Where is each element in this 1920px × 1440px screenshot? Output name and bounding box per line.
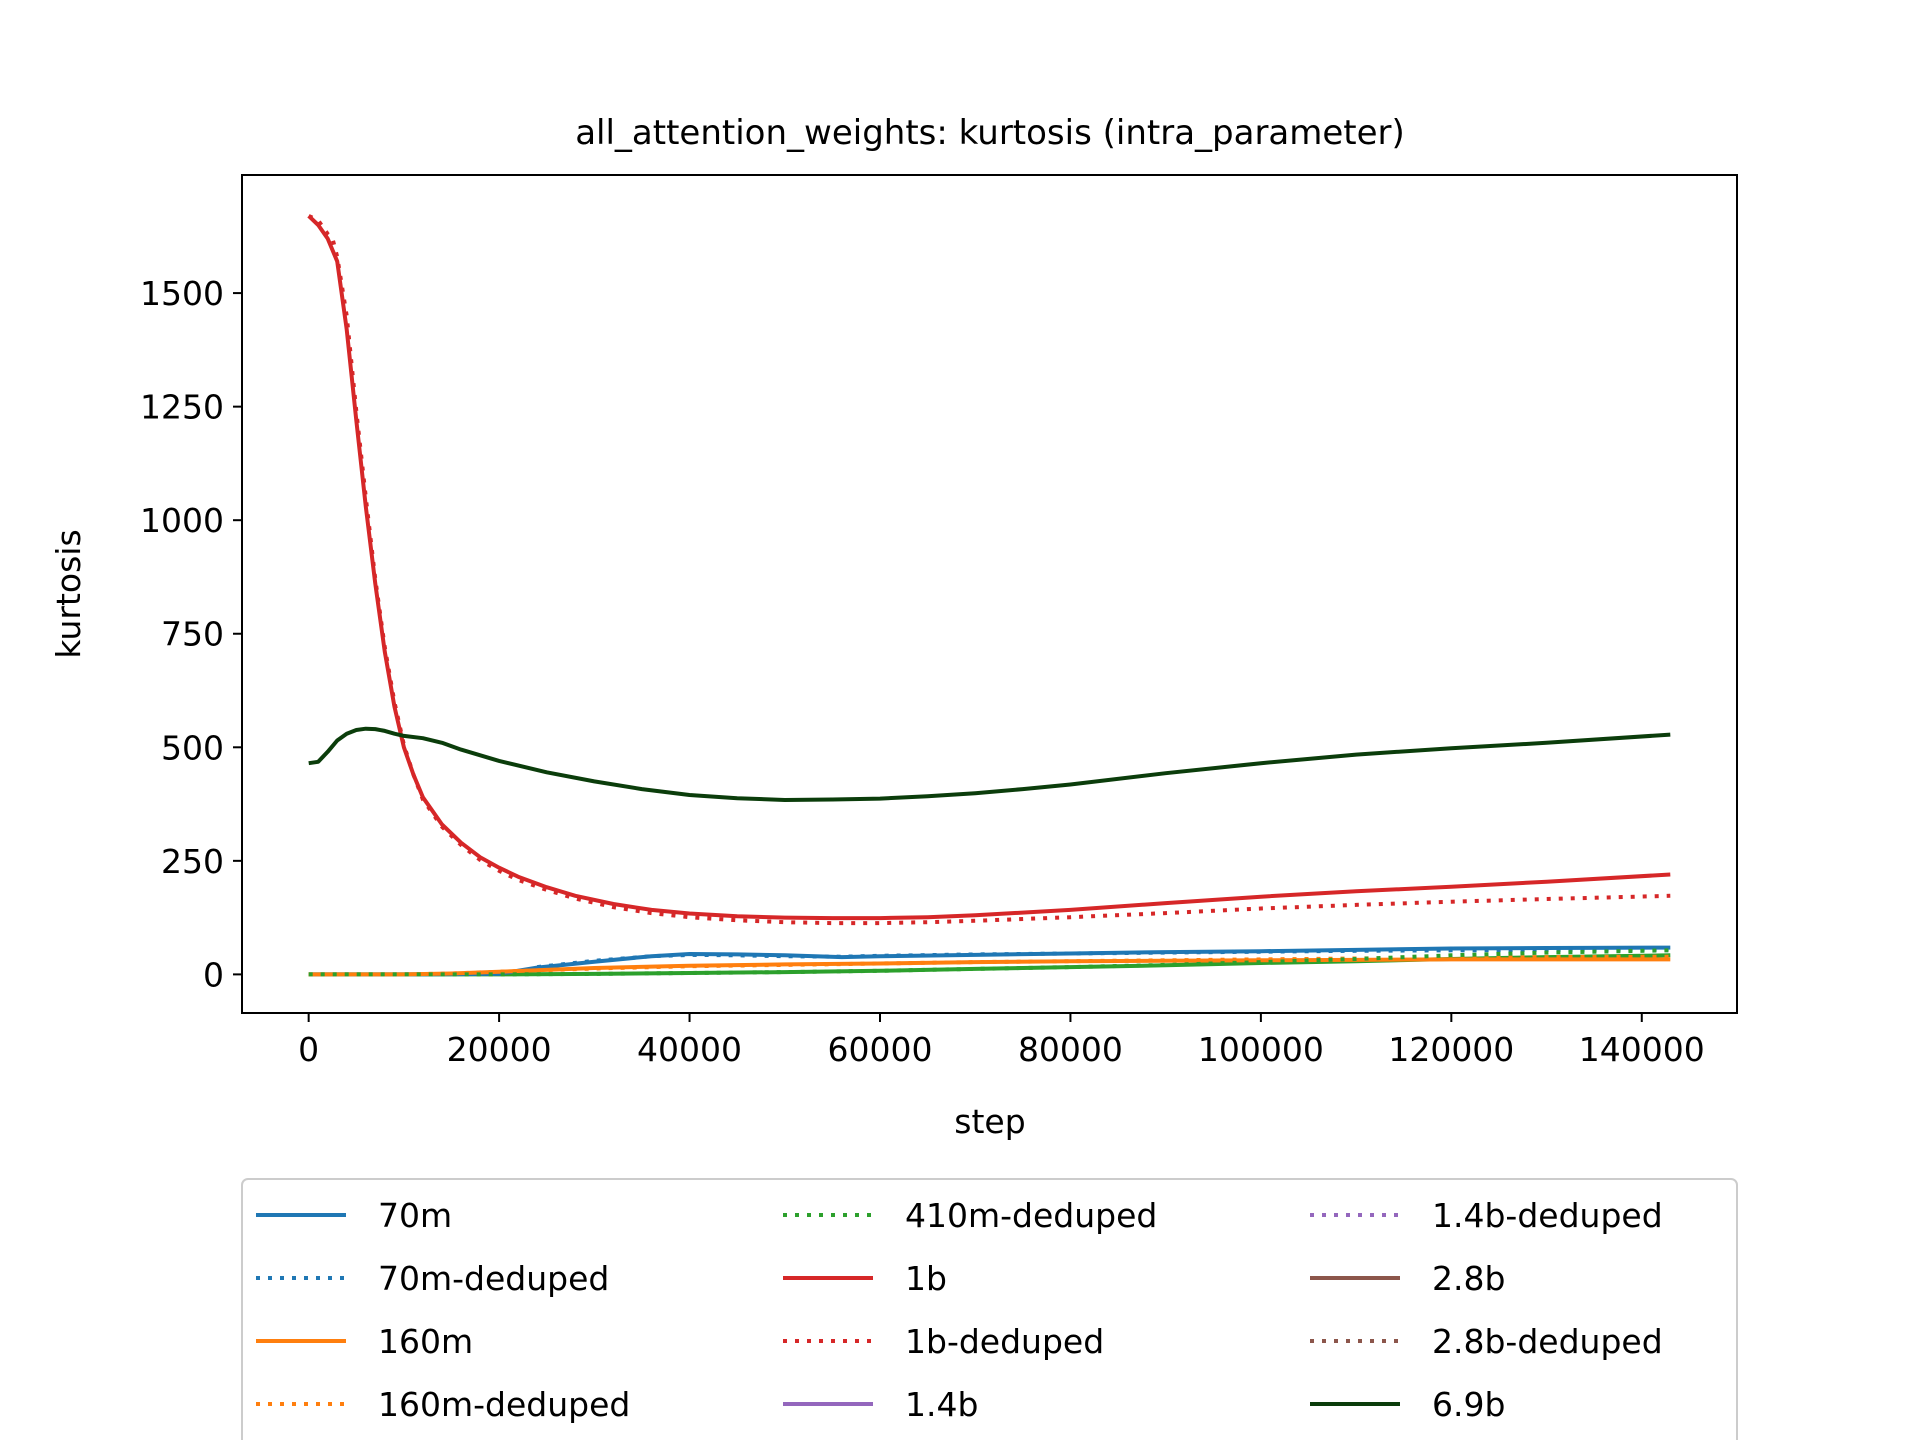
x-tick-label: 140000 [1579,1030,1705,1069]
y-tick-label: 250 [161,842,224,881]
legend-label: 1.4b [905,1385,978,1424]
y-tick-label: 1000 [140,501,224,540]
y-tick-label: 1500 [140,274,224,313]
y-tick-label: 750 [161,615,224,654]
series-line-70m-deduped [536,947,1671,970]
y-axis-label: kurtosis [49,529,88,658]
legend-label: 1b [905,1259,947,1298]
y-tick-label: 0 [203,955,224,994]
plot-frame [241,174,1738,1014]
x-tick-label: 80000 [1018,1030,1123,1069]
legend-label: 2.8b-deduped [1432,1322,1663,1361]
x-tick-label: 40000 [637,1030,742,1069]
x-tick-label: 100000 [1198,1030,1324,1069]
legend-frame [241,1178,1738,1440]
y-tick-label: 500 [161,728,224,767]
y-tick-label: 1250 [140,388,224,427]
legend-label: 2.8b [1432,1259,1505,1298]
legend-item: 2.8b-deduped [1310,1322,1663,1361]
series-line-1b [307,214,1671,921]
legend-item: 70m-deduped [256,1259,609,1298]
legend-item: 6.9b [1310,1385,1505,1424]
legend-item: 1b-deduped [783,1322,1104,1361]
x-tick-label: 20000 [447,1030,552,1069]
legend-item: 410m-deduped [783,1196,1157,1235]
legend-item: 1b [783,1259,947,1298]
legend-item: 1.4b-deduped [1310,1196,1663,1235]
x-tick-label: 120000 [1388,1030,1514,1069]
legend-label: 1.4b-deduped [1432,1196,1663,1235]
legend-item: 1.4b [783,1385,978,1424]
legend: 70m 70m-deduped 160m 160m-deduped 410m-dedup… [241,1178,1738,1440]
series-line-6-9b [308,726,1671,802]
x-axis-label: step [954,1102,1025,1141]
legend-item: 70m [256,1196,452,1235]
legend-label: 160m-deduped [378,1385,630,1424]
plot-lines [307,214,1671,977]
legend-label: 1b-deduped [905,1322,1104,1361]
y-axis-ticks: 0 250 500 750 1000 1250 1500 [140,274,242,994]
legend-item: 2.8b [1310,1259,1505,1298]
legend-item: 160m [256,1322,473,1361]
x-tick-label: 60000 [828,1030,933,1069]
series-line-1b-deduped [307,214,1671,926]
series-line-410m-deduped [308,948,1671,977]
x-tick-label: 0 [298,1030,319,1069]
legend-item: 160m-deduped [256,1385,630,1424]
legend-label: 70m-deduped [378,1259,609,1298]
legend-label: 6.9b [1432,1385,1505,1424]
legend-label: 410m-deduped [905,1196,1157,1235]
chart-title: all_attention_weights: kurtosis (intra_p… [575,113,1405,153]
legend-label: 70m [378,1196,452,1235]
x-axis-ticks: 0 20000 40000 60000 80000 100000 120000 140000 [298,1013,1705,1069]
legend-label: 160m [378,1322,473,1361]
